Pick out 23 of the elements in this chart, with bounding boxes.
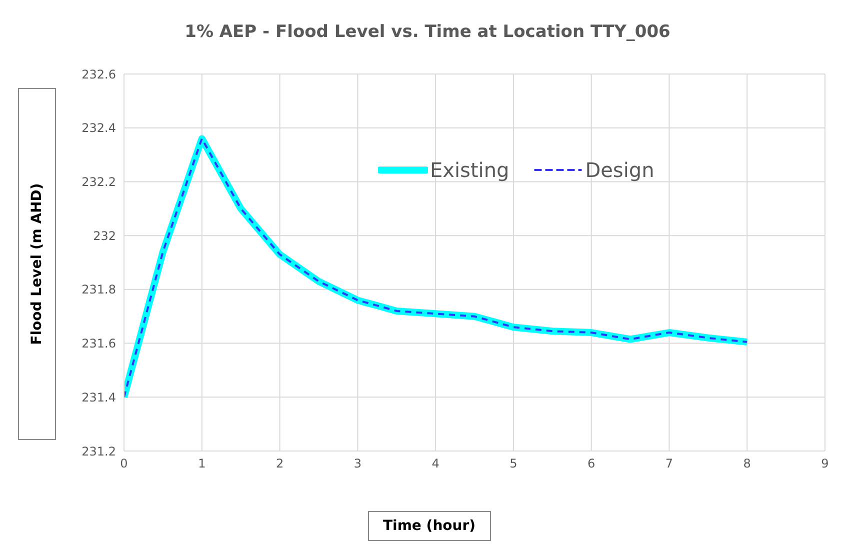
chart-title: 1% AEP - Flood Level vs. Time at Location TTY_006: [184, 22, 672, 42]
x-tick-label: 7: [665, 456, 674, 471]
y-tick-label: 232.4: [82, 121, 116, 136]
legend-label: Existing: [430, 158, 510, 182]
x-tick-label: 8: [743, 456, 751, 471]
x-tick-label: 6: [588, 456, 596, 471]
legend-label: Design: [585, 158, 654, 182]
x-axis-title: Time (hour): [368, 511, 491, 541]
y-tick-label: 231.4: [82, 390, 116, 404]
x-tick-label: 2: [276, 456, 284, 471]
x-tick-label: 5: [510, 456, 518, 471]
x-tick-label: 0: [120, 456, 128, 471]
y-tick-label: 232: [93, 228, 116, 243]
x-tick-label: 4: [432, 456, 440, 471]
y-tick-label: 231.2: [82, 444, 116, 458]
y-tick-label: 231.8: [82, 282, 116, 297]
x-tick-label: 1: [198, 456, 206, 471]
x-tick-label: 3: [354, 456, 362, 471]
y-tick-label: 231.6: [82, 336, 116, 351]
y-tick-label: 232.2: [82, 174, 116, 189]
x-tick-label: 9: [821, 456, 829, 471]
y-tick-label: 232.6: [82, 67, 116, 82]
y-axis-title: Flood Level (m AHD): [29, 183, 46, 345]
